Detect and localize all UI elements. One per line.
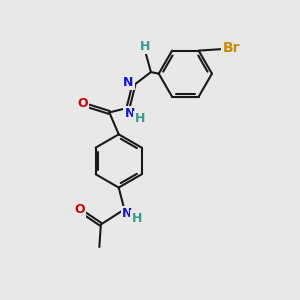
Text: H: H [132,212,142,225]
Text: N: N [124,107,135,120]
Text: N: N [123,76,133,89]
Text: Br: Br [223,41,240,56]
Text: N: N [122,207,133,220]
Text: O: O [77,97,88,110]
Text: H: H [140,40,151,52]
Text: H: H [134,112,145,125]
Text: O: O [75,203,85,216]
